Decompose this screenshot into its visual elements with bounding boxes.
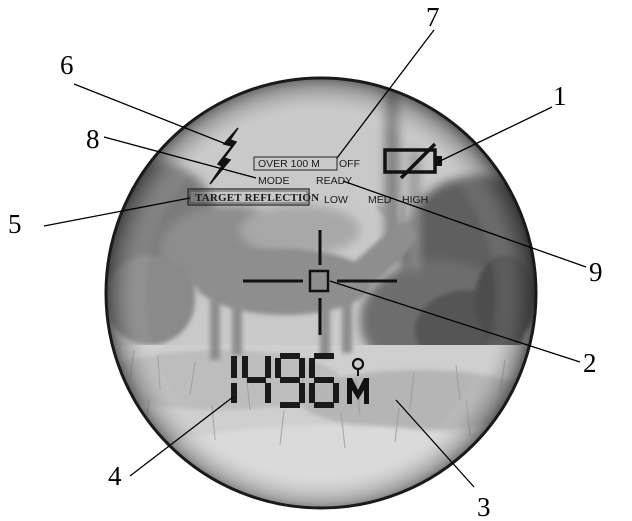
laser-indicator-icon [209, 127, 239, 185]
leader-6 [73, 83, 227, 145]
off-label: OFF [339, 158, 360, 170]
target-reflection-box [187, 188, 310, 206]
digit-6 [309, 353, 339, 408]
low-label: LOW [324, 194, 348, 206]
ready-label: READY [316, 175, 352, 187]
target-reflection-label: TARGET REFLECTION [195, 192, 319, 204]
callout-9: 9 [589, 257, 603, 287]
callout-2: 2 [583, 348, 597, 378]
mode-label: MODE [258, 175, 290, 187]
callout-5: 5 [8, 209, 22, 239]
callout-4: 4 [108, 461, 122, 491]
battery-empty-icon [383, 142, 442, 180]
callout-lines [43, 29, 587, 488]
leader-2 [329, 280, 581, 363]
leader-4 [129, 396, 234, 477]
digit-9 [275, 353, 305, 408]
leader-5 [43, 197, 191, 227]
leader-9 [342, 180, 587, 268]
callout-7: 7 [426, 2, 440, 32]
leader-8 [103, 136, 257, 179]
meter-unit-icon [347, 357, 369, 404]
callout-8: 8 [86, 124, 100, 154]
callout-1: 1 [553, 81, 567, 111]
high-label: HIGH [402, 194, 428, 206]
leader-7 [336, 29, 435, 159]
lens-rim [104, 76, 538, 510]
target-box [308, 269, 330, 293]
distance-readout: 1496 [231, 353, 339, 408]
leader-1 [437, 106, 553, 163]
med-label: MED [368, 194, 392, 206]
leader-3 [395, 399, 475, 488]
digit-4 [242, 356, 271, 403]
aim-reticle [243, 230, 397, 335]
over-100m-box [253, 156, 338, 171]
over-100m-label: OVER 100 M [258, 158, 320, 170]
callout-3: 3 [477, 492, 491, 521]
callout-6: 6 [60, 50, 74, 80]
